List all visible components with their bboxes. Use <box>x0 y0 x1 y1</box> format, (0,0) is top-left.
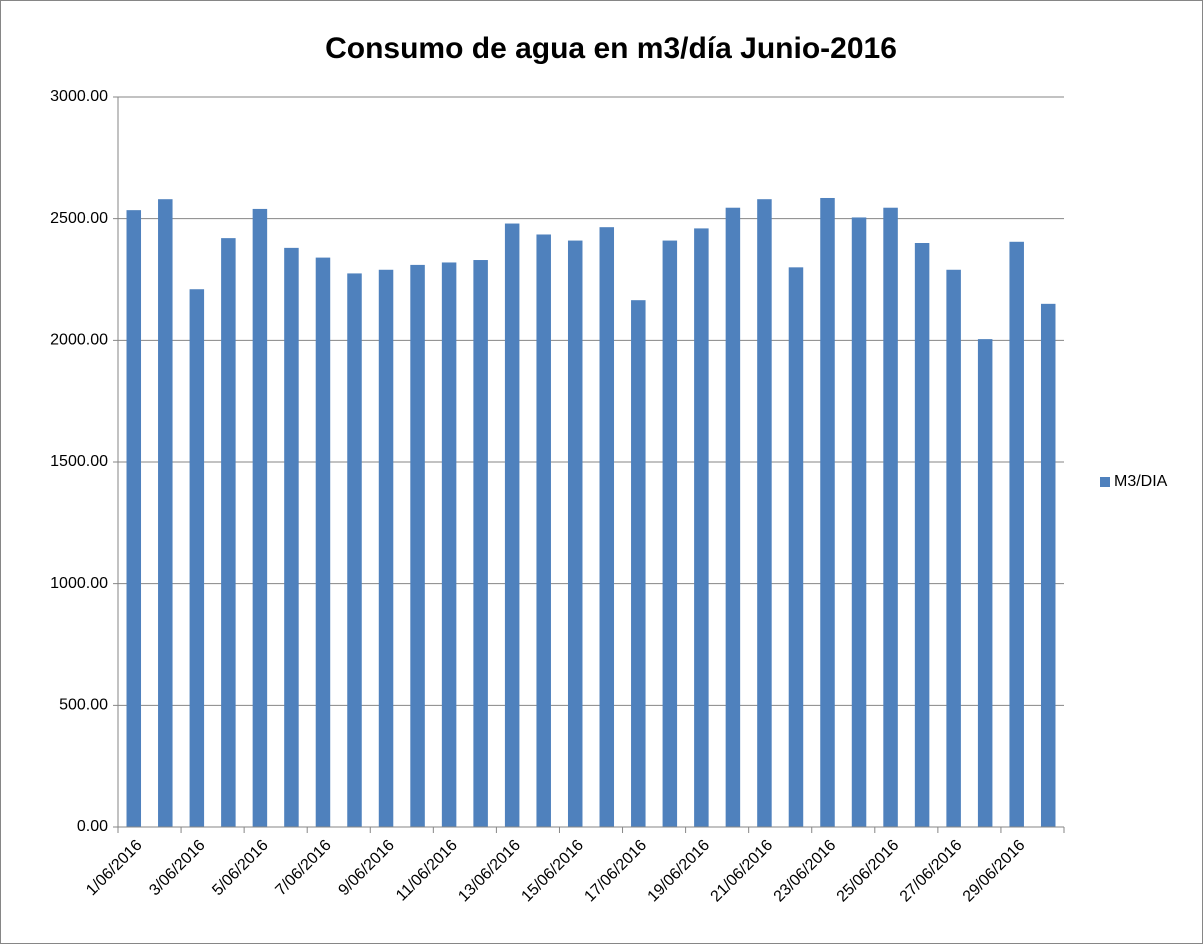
bar <box>757 199 772 827</box>
bar <box>189 289 205 827</box>
bar <box>252 208 268 827</box>
bar <box>1040 303 1056 827</box>
bar <box>536 234 551 827</box>
bar <box>410 264 425 827</box>
y-tick-label: 1000.00 <box>50 575 108 592</box>
bar <box>567 240 583 828</box>
bar <box>378 269 394 827</box>
bar <box>504 223 520 828</box>
y-tick-label: 3000.00 <box>50 88 108 105</box>
chart-title: Consumo de agua en m3/día Junio-2016 <box>325 32 897 65</box>
y-tick-label: 1500.00 <box>50 453 108 470</box>
bar <box>946 269 961 827</box>
bar <box>914 243 930 827</box>
bar <box>631 300 646 827</box>
bar <box>441 262 457 827</box>
bar <box>788 267 804 827</box>
y-tick-label: 500.00 <box>59 697 108 714</box>
bar <box>599 227 615 827</box>
bar <box>1009 241 1024 828</box>
bar <box>820 197 835 827</box>
bar <box>851 217 867 827</box>
bar <box>158 199 173 827</box>
y-tick-label: 2000.00 <box>50 332 108 349</box>
bar <box>662 240 678 828</box>
bar <box>221 238 236 828</box>
bar <box>126 210 142 827</box>
bar <box>315 257 331 828</box>
bar <box>284 247 299 827</box>
legend-label: M3/DIA <box>1114 473 1168 490</box>
y-tick-label: 0.00 <box>77 818 108 835</box>
bar <box>883 207 898 827</box>
y-tick-label: 2500.00 <box>50 210 108 227</box>
bar <box>725 207 741 827</box>
bar <box>694 228 709 827</box>
legend-swatch <box>1100 477 1110 487</box>
bar <box>473 260 488 827</box>
bar <box>347 273 362 828</box>
bar <box>977 339 993 827</box>
